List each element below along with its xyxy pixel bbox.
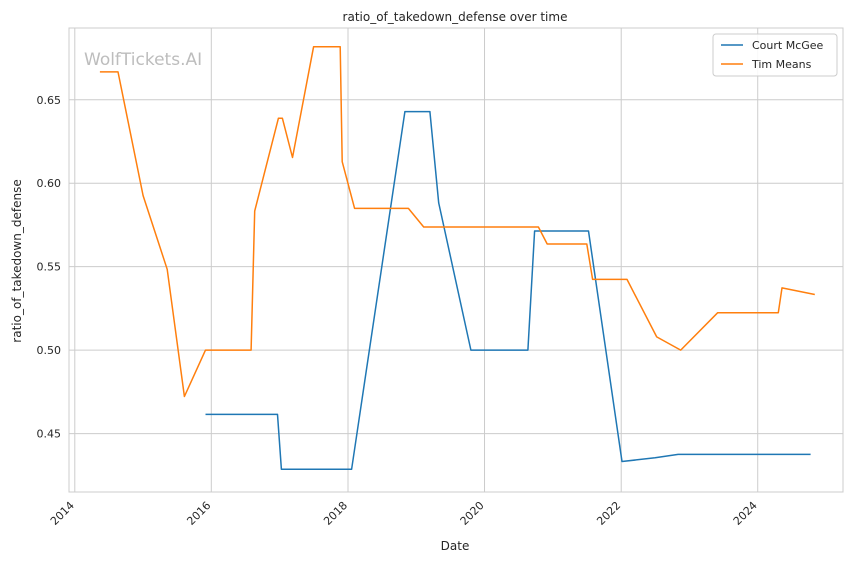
y-tick-label: 0.55 [37, 261, 62, 274]
y-tick-label: 0.45 [37, 428, 62, 441]
grid [69, 28, 843, 492]
y-tick-label: 0.65 [37, 94, 62, 107]
y-tick-label: 0.50 [37, 344, 62, 357]
watermark-text: WolfTickets.AI [84, 50, 202, 70]
y-axis-label: ratio_of_takedown_defense [10, 179, 24, 342]
series-lines [99, 45, 815, 471]
legend: Court McGee Tim Means [712, 33, 838, 77]
x-axis-label: Date [441, 539, 470, 553]
legend-label: Tim Means [751, 58, 812, 71]
series-line-0 [205, 110, 811, 471]
chart-title: ratio_of_takedown_defense over time [343, 10, 568, 24]
legend-label: Court McGee [752, 39, 824, 52]
plot-frame [68, 27, 844, 493]
y-tick-label: 0.60 [37, 177, 62, 190]
legend-box [712, 33, 838, 77]
series-line-1 [99, 45, 815, 398]
